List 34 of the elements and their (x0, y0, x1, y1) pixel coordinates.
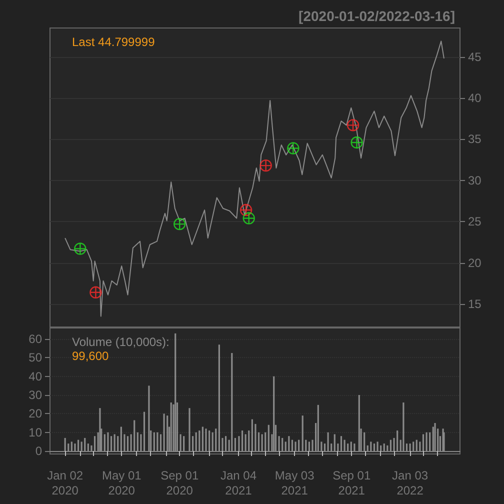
y-tick-label: 20 (28, 406, 42, 421)
x-tick-label: Jan 03 2022 (392, 468, 428, 498)
x-tick-label: Sep 01 2021 (332, 468, 371, 498)
y-tick-label: 35 (468, 132, 482, 146)
y-tick-label: 15 (468, 296, 482, 311)
x-tick-label: May 01 2020 (102, 468, 142, 498)
y-tick-label: 40 (468, 91, 482, 106)
annotation: Last 44.799999 (72, 35, 156, 49)
x-tick-label: Jan 02 2020 (47, 468, 84, 498)
y-tick-label: 10 (28, 425, 42, 440)
y-tick-label: 40 (28, 369, 42, 384)
y-tick-label: 30 (468, 173, 482, 188)
point (260, 159, 272, 172)
point (90, 286, 102, 299)
x-tick-label: Jan 04 2021 (220, 468, 257, 498)
y-tick-label: 20 (468, 256, 482, 270)
point (240, 204, 252, 216)
y-tick-label: 50 (28, 350, 42, 365)
point (174, 218, 186, 230)
annotation: 99,600 (72, 349, 110, 363)
point (346, 119, 360, 132)
point (74, 242, 86, 255)
x-tick-label: May 03 2021 (274, 468, 315, 498)
point (242, 212, 255, 224)
point (287, 142, 300, 154)
chart-title: [2020-01-02/2022-03-16] (298, 8, 456, 24)
point (350, 136, 363, 149)
y-tick-label: 0 (35, 444, 42, 458)
y-tick-label: 25 (468, 214, 482, 229)
x-tick-label: Sep 01 2020 (160, 468, 199, 498)
y-tick-label: 30 (28, 388, 42, 402)
annotation: Volume (10,000s): (72, 335, 170, 349)
y-tick-label: 60 (28, 332, 42, 346)
y-tick-label: 45 (468, 50, 482, 64)
